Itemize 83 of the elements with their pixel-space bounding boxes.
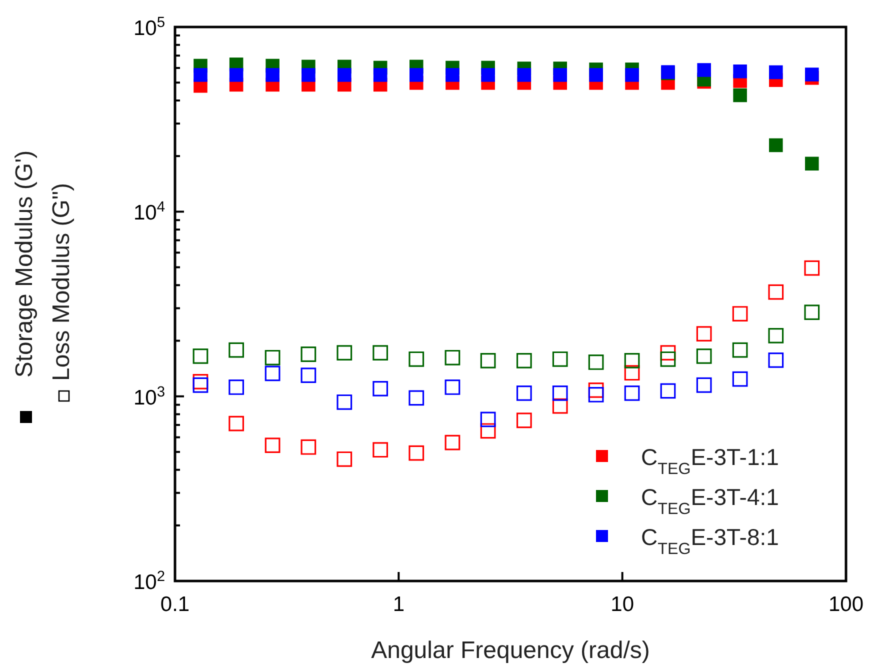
point — [444, 380, 460, 395]
point — [588, 387, 604, 402]
x-tick-label: 10 — [610, 593, 634, 616]
point — [517, 68, 532, 82]
point — [481, 68, 495, 82]
point — [228, 416, 244, 432]
point — [444, 434, 460, 450]
point — [372, 442, 388, 458]
point — [696, 377, 712, 393]
point — [264, 438, 280, 453]
point — [588, 354, 604, 370]
x-tick-label: 100 — [828, 593, 864, 616]
point — [733, 64, 747, 78]
point — [769, 65, 783, 80]
point — [300, 368, 316, 383]
point — [372, 380, 388, 396]
point — [373, 68, 388, 82]
point — [804, 260, 820, 276]
point — [805, 156, 819, 171]
point — [552, 385, 568, 401]
point — [408, 351, 424, 367]
point — [768, 284, 784, 300]
point — [409, 68, 424, 82]
point — [228, 342, 244, 358]
point — [660, 351, 676, 367]
point — [336, 394, 352, 410]
point — [732, 306, 748, 322]
point — [696, 348, 712, 364]
point — [228, 380, 244, 395]
point — [624, 352, 640, 368]
x-tick-label: 1 — [392, 593, 405, 616]
y-tick-label: 10$^{2}$ — [133, 569, 165, 594]
point — [264, 350, 280, 366]
point — [624, 365, 640, 381]
point — [625, 68, 639, 82]
point — [624, 385, 640, 401]
point — [553, 68, 568, 82]
point — [733, 88, 747, 102]
point — [192, 348, 208, 364]
point — [444, 350, 460, 366]
legend-label: C$_{TEG}$E-3T-1:1 — [641, 444, 779, 478]
point — [372, 345, 388, 361]
point — [408, 390, 424, 406]
point — [696, 326, 712, 342]
point — [768, 328, 784, 344]
point — [264, 366, 280, 382]
y-tick-label: 10$^{3}$ — [133, 384, 165, 410]
point — [302, 68, 316, 82]
point — [300, 439, 316, 455]
point — [552, 351, 568, 367]
point — [300, 346, 316, 362]
legend-label: C$_{TEG}$E-3T-8:1 — [641, 524, 779, 558]
point — [697, 63, 711, 77]
point — [408, 445, 424, 461]
point — [552, 398, 568, 414]
point — [192, 377, 208, 393]
point — [229, 68, 244, 82]
point — [480, 423, 496, 439]
point — [338, 68, 352, 82]
point — [589, 68, 603, 82]
y-tick-label: 10$^{5}$ — [133, 15, 165, 40]
point — [336, 451, 352, 467]
point — [769, 138, 783, 152]
legend-label: C$_{TEG}$E-3T-4:1 — [641, 484, 779, 518]
point — [516, 352, 532, 368]
point — [336, 345, 352, 361]
point — [266, 68, 280, 82]
point — [804, 304, 820, 320]
point — [805, 68, 819, 82]
y-axis-title: Storage Modulus (G') Loss Modulus (G") — [11, 150, 75, 381]
point — [446, 68, 460, 82]
point — [194, 68, 208, 82]
point — [660, 383, 676, 399]
x-tick-label: 0.1 — [160, 593, 190, 616]
point — [480, 352, 496, 368]
point — [516, 412, 532, 428]
point — [732, 371, 748, 387]
point — [516, 385, 532, 401]
point — [768, 352, 784, 368]
y-tick-label: 10$^{4}$ — [133, 200, 165, 225]
x-axis-title: Angular Frequency (rad/s) — [371, 637, 650, 664]
point — [480, 412, 496, 428]
point — [732, 342, 748, 358]
